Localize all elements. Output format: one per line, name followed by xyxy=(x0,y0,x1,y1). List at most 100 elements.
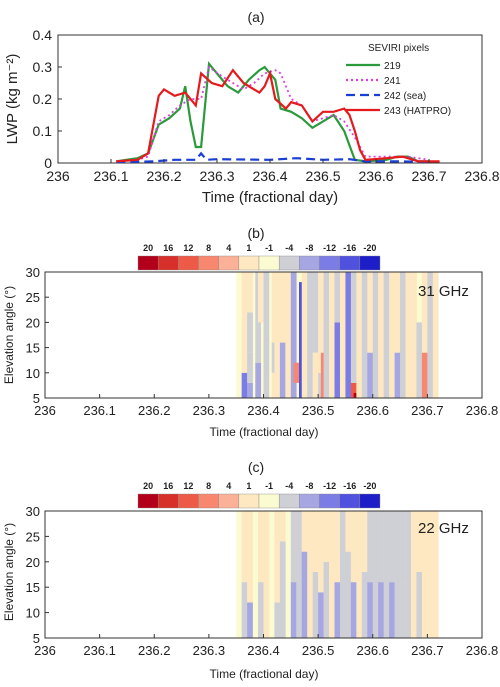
panel-c-x-ticks: 236 236.1 236.2 236.3 236.4 236.5 236.6 236.7 23… xyxy=(34,634,498,658)
colorbar-label: -4 xyxy=(285,243,293,253)
series-line-242 xyxy=(116,151,430,164)
series-line-243 xyxy=(116,68,440,163)
x-tick-label: 236.7 xyxy=(411,643,444,658)
legend-label: 219 xyxy=(384,61,401,72)
panel-a-legend: SEVIRI pixels 219 241 242 (sea) 243 (HATPRO… xyxy=(346,43,451,117)
heatmap-cell xyxy=(247,382,253,398)
heatmap-cell xyxy=(367,352,374,398)
series-line-219 xyxy=(116,61,429,163)
heatmap-cell xyxy=(258,582,264,638)
heatmap-cell xyxy=(312,511,319,572)
legend-label: 241 xyxy=(384,76,401,87)
colorbar-label: 4 xyxy=(226,243,231,253)
colorbar-label: 8 xyxy=(206,481,211,491)
x-tick-label: 236.4 xyxy=(247,403,280,418)
heatmap-cell xyxy=(339,511,346,638)
panel-a-x-ticks: 236 236.1 236.2 236.3 236.4 236.5 236.6 236.7 23… xyxy=(46,159,500,184)
heatmap-cell xyxy=(263,272,270,398)
colorbar-swatch xyxy=(299,255,320,271)
heatmap-cell xyxy=(247,312,253,353)
heatmap-cell xyxy=(247,602,253,638)
panel-a: (a) 236 236.1 236.2 236.3 236.4 236.5 236.6 236… xyxy=(4,9,500,206)
heatmap-cell xyxy=(400,582,406,638)
heatmap-cell xyxy=(290,272,297,398)
heatmap-cell xyxy=(318,592,324,638)
heatmap-cell xyxy=(301,551,308,638)
colorbar-label: -16 xyxy=(343,481,356,491)
y-tick-label: 25 xyxy=(26,290,40,305)
heatmap-cell xyxy=(405,272,412,398)
heatmap-cell xyxy=(361,272,368,398)
heatmap-cell xyxy=(410,272,417,398)
y-tick-label: 0 xyxy=(44,155,52,171)
x-tick-label: 236.2 xyxy=(138,403,171,418)
heatmap-cell xyxy=(247,511,253,603)
colorbar-swatch xyxy=(319,255,340,271)
panel-c-heatmap-cells xyxy=(236,511,439,638)
heatmap-cell xyxy=(421,272,428,353)
heatmap-cell xyxy=(432,511,439,638)
heatmap-cell xyxy=(334,582,341,638)
heatmap-cell xyxy=(394,511,401,638)
heatmap-cell xyxy=(394,272,401,353)
heatmap-cell xyxy=(361,511,368,572)
x-tick-label: 236.3 xyxy=(193,643,226,658)
colorbar-swatch xyxy=(258,493,280,509)
panel-a-marks xyxy=(116,61,440,164)
x-tick-label: 236.6 xyxy=(356,643,389,658)
x-tick-label: 236.2 xyxy=(146,168,181,184)
legend-label: 242 (sea) xyxy=(384,91,426,102)
heatmap-cell xyxy=(350,382,357,398)
colorbar-swatch xyxy=(218,255,240,271)
x-tick-label: 236.6 xyxy=(358,168,393,184)
heatmap-cell xyxy=(416,571,423,638)
panel-b-x-axis-label: Time (fractional day) xyxy=(210,425,319,439)
heatmap-cell xyxy=(318,511,324,593)
heatmap-cell xyxy=(279,511,286,542)
colorbar-label: 16 xyxy=(163,243,173,253)
panel-c-y-ticks: 5 10 15 20 25 30 xyxy=(26,504,49,646)
heatmap-cell xyxy=(361,571,368,638)
heatmap-cell xyxy=(323,511,330,562)
x-tick-label: 236.8 xyxy=(466,403,499,418)
x-tick-label: 236.5 xyxy=(302,403,335,418)
panel-b-x-ticks: 236 236.1 236.2 236.3 236.4 236.5 236.6 236.7 23… xyxy=(34,394,498,418)
y-tick-label: 30 xyxy=(26,504,40,519)
colorbar-swatch xyxy=(178,255,199,271)
y-tick-label: 10 xyxy=(26,606,40,621)
colorbar-swatch xyxy=(178,493,199,509)
heatmap-cell xyxy=(279,541,286,638)
heatmap-cell xyxy=(323,272,330,398)
y-tick-label: 30 xyxy=(26,265,40,280)
x-tick-label: 236.4 xyxy=(252,168,287,184)
heatmap-cell xyxy=(285,272,292,398)
panel-b-label: (b) xyxy=(247,225,264,241)
colorbar-label: 12 xyxy=(183,481,193,491)
heatmap-cell xyxy=(312,352,319,398)
y-tick-label: 20 xyxy=(26,555,40,570)
heatmap-cell xyxy=(356,342,363,398)
panel-c-y-axis-label: Elevation angle (°) xyxy=(2,523,16,621)
legend-title: SEVIRI pixels xyxy=(368,43,429,54)
heatmap-cell xyxy=(400,272,406,398)
heatmap-cell xyxy=(372,511,379,638)
heatmap-cell xyxy=(323,561,330,638)
heatmap-cell xyxy=(301,511,308,552)
heatmap-cell xyxy=(296,511,303,638)
heatmap-cell xyxy=(378,272,384,398)
y-tick-label: 10 xyxy=(26,366,40,381)
colorbar-swatch xyxy=(157,493,179,509)
legend-items: 219 241 242 (sea) 243 (HATPRO) xyxy=(346,61,451,117)
colorbar-label: -20 xyxy=(363,243,376,253)
heatmap-cell xyxy=(334,511,341,583)
x-tick-label: 236.8 xyxy=(464,168,499,184)
colorbar-label: 1 xyxy=(246,243,251,253)
heatmap-cell xyxy=(389,272,395,398)
heatmap-cell xyxy=(421,352,428,398)
colorbar-swatch xyxy=(218,493,240,509)
heatmap-cell xyxy=(307,511,313,638)
heatmap-cell xyxy=(367,511,374,583)
heatmap-cell xyxy=(301,272,308,398)
heatmap-cell xyxy=(394,352,401,398)
